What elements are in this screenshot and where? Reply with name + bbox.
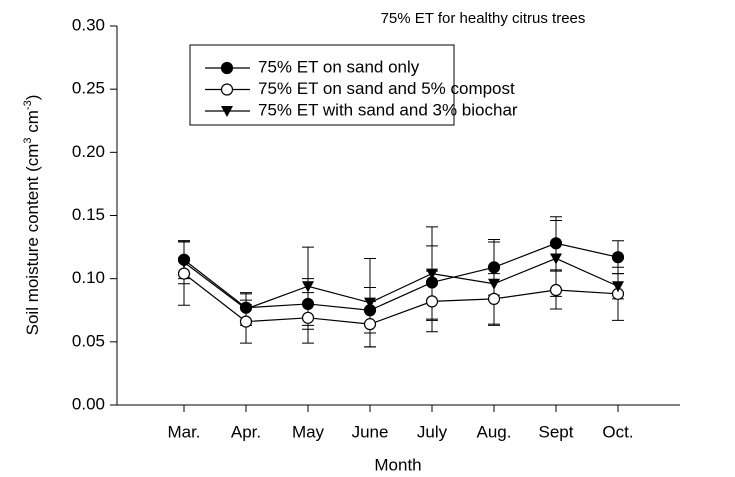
marker: [549, 237, 563, 250]
x-axis-label: Month: [374, 455, 421, 474]
y-axis-label-part: cm: [23, 110, 42, 137]
x-tick-label: May: [292, 422, 325, 441]
marker: [549, 283, 563, 297]
marker: [488, 278, 500, 290]
marker: [301, 311, 315, 324]
y-tick-label: 0.10: [72, 268, 105, 287]
marker: [301, 297, 315, 311]
marker: [611, 251, 625, 264]
marker: [363, 318, 377, 331]
y-tick-label: 0.00: [72, 394, 105, 413]
x-tick-label: June: [352, 422, 389, 441]
marker: [239, 315, 253, 328]
legend-label: 75% ET with sand and 3% biochar: [258, 100, 518, 119]
y-tick-label: 0.20: [72, 142, 105, 161]
x-tick-label: Apr.: [231, 422, 261, 441]
marker: [364, 297, 376, 309]
marker: [220, 83, 234, 96]
series-line: [183, 242, 619, 311]
y-axis-label: Soil moisture content (cm3 cm-3): [22, 95, 43, 336]
marker: [487, 292, 501, 305]
series-line: [183, 273, 619, 325]
legend-label: 75% ET on sand only: [258, 57, 420, 76]
marker: [221, 106, 233, 117]
y-axis-label-part: ): [23, 95, 42, 101]
x-tick-label: Mar.: [167, 422, 200, 441]
marker: [426, 268, 438, 280]
series-line: [183, 257, 619, 310]
marker: [178, 257, 190, 269]
marker: [487, 261, 501, 274]
y-tick-label: 0.30: [72, 15, 105, 34]
x-tick-label: July: [417, 422, 448, 441]
marker: [550, 253, 562, 265]
marker: [302, 281, 314, 293]
y-axis-label-part: Soil moisture content (cm: [23, 144, 42, 336]
marker: [425, 295, 439, 308]
marker: [220, 61, 234, 75]
marker: [177, 267, 191, 280]
x-tick-label: Oct.: [602, 422, 633, 441]
x-tick-label: Sept: [539, 422, 574, 441]
marker: [612, 281, 624, 293]
y-tick-label: 0.05: [72, 331, 105, 350]
chart-title: 75% ET for healthy citrus trees: [381, 10, 586, 27]
legend-label: 75% ET on sand and 5% compost: [258, 79, 515, 98]
y-axis-label-part: 3: [22, 137, 34, 143]
y-axis-label-part: -3: [22, 100, 34, 110]
y-tick-label: 0.15: [72, 205, 105, 224]
legend-box: [189, 44, 455, 126]
y-tick-label: 0.25: [72, 79, 105, 98]
x-tick-label: Aug.: [477, 422, 512, 441]
marker: [240, 303, 252, 315]
